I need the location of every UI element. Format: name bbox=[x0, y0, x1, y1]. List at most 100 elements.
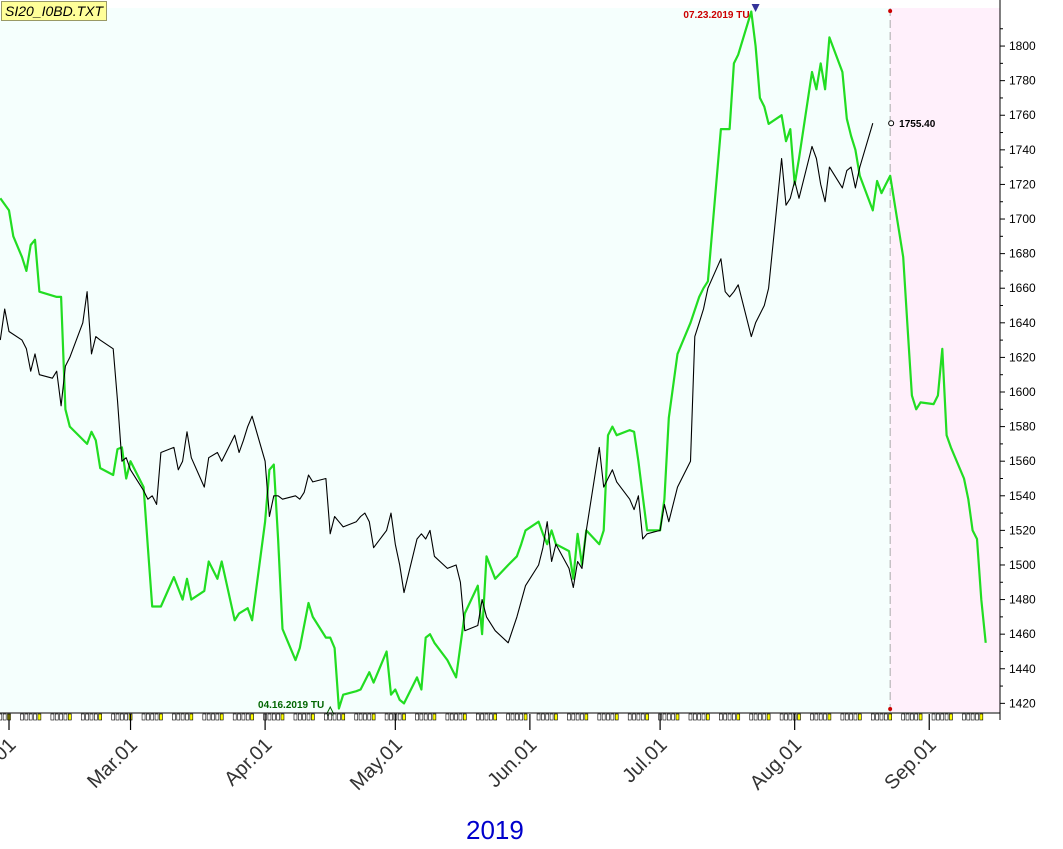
day-tick bbox=[979, 713, 984, 721]
day-tick bbox=[33, 713, 37, 721]
day-tick bbox=[762, 713, 767, 721]
day-tick bbox=[818, 713, 823, 721]
day-tick bbox=[480, 713, 484, 721]
day-tick bbox=[541, 713, 545, 721]
day-tick bbox=[914, 713, 919, 721]
day-tick bbox=[732, 713, 736, 721]
day-tick bbox=[545, 713, 550, 721]
day-tick bbox=[306, 713, 311, 721]
series-line-black bbox=[0, 123, 874, 644]
day-tick bbox=[966, 713, 971, 721]
day-tick bbox=[215, 713, 220, 721]
day-tick bbox=[905, 713, 910, 721]
y-tick-label: 1620 bbox=[1009, 350, 1036, 364]
day-tick bbox=[814, 713, 819, 721]
day-tick bbox=[341, 713, 346, 721]
day-tick bbox=[176, 713, 181, 721]
day-tick bbox=[779, 713, 784, 721]
day-tick bbox=[844, 713, 849, 721]
day-tick bbox=[610, 713, 615, 721]
day-tick bbox=[519, 713, 524, 721]
day-tick bbox=[489, 713, 493, 721]
y-tick-label: 1800 bbox=[1009, 39, 1036, 53]
day-tick bbox=[302, 713, 306, 721]
day-tick bbox=[884, 713, 888, 721]
day-tick bbox=[324, 713, 328, 721]
day-tick bbox=[206, 713, 211, 721]
last-price-marker bbox=[888, 120, 895, 127]
day-tick bbox=[506, 713, 510, 721]
day-tick bbox=[211, 713, 215, 721]
day-tick bbox=[940, 713, 945, 721]
day-tick bbox=[840, 713, 845, 721]
day-tick bbox=[245, 713, 250, 721]
day-tick bbox=[614, 713, 619, 721]
projection-area bbox=[890, 8, 1000, 712]
day-tick bbox=[2, 713, 7, 721]
y-tick-label: 1480 bbox=[1009, 593, 1036, 607]
day-tick bbox=[185, 713, 189, 721]
day-tick bbox=[515, 713, 519, 721]
y-tick-label: 1520 bbox=[1009, 523, 1036, 537]
day-tick bbox=[80, 713, 85, 721]
day-tick bbox=[584, 713, 589, 721]
x-tick-label: Mar.01 bbox=[83, 734, 142, 793]
day-tick bbox=[94, 713, 98, 721]
day-tick bbox=[276, 713, 280, 721]
y-tick-label: 1740 bbox=[1009, 143, 1036, 157]
day-tick bbox=[701, 713, 706, 721]
day-tick bbox=[727, 713, 732, 721]
day-tick bbox=[645, 713, 649, 721]
y-tick-label: 1560 bbox=[1009, 454, 1036, 468]
day-tick bbox=[111, 713, 115, 721]
day-tick bbox=[354, 713, 359, 721]
day-tick bbox=[150, 713, 155, 721]
day-tick bbox=[63, 713, 68, 721]
day-tick bbox=[723, 713, 728, 721]
day-tick bbox=[98, 713, 102, 721]
x-tick-label: Jul.01 bbox=[618, 734, 671, 787]
y-tick-label: 1600 bbox=[1009, 385, 1036, 399]
x-tick-label: Sep.01 bbox=[880, 734, 940, 794]
day-tick bbox=[688, 713, 693, 721]
day-tick bbox=[363, 713, 367, 721]
y-tick-label: 1540 bbox=[1009, 489, 1036, 503]
day-tick bbox=[89, 713, 94, 721]
day-tick bbox=[944, 713, 949, 721]
day-tick bbox=[766, 713, 771, 721]
x-tick-label: Feb.01 bbox=[0, 734, 21, 794]
day-tick bbox=[311, 713, 315, 721]
year-label: 2019 bbox=[466, 815, 524, 845]
day-tick bbox=[415, 713, 419, 721]
y-tick-label: 1780 bbox=[1009, 74, 1036, 88]
day-tick bbox=[879, 713, 884, 721]
day-tick bbox=[849, 713, 853, 721]
y-tick-label: 1440 bbox=[1009, 662, 1036, 676]
day-tick bbox=[823, 713, 827, 721]
day-tick bbox=[115, 713, 120, 721]
x-tick-label: Jun.01 bbox=[483, 734, 541, 792]
day-tick bbox=[901, 713, 905, 721]
day-tick bbox=[719, 713, 723, 721]
day-tick bbox=[402, 713, 406, 721]
plot-background bbox=[0, 8, 1000, 712]
series-layer bbox=[0, 10, 987, 710]
day-tick bbox=[758, 713, 762, 721]
day-tick bbox=[810, 713, 814, 721]
day-tick bbox=[124, 713, 128, 721]
day-tick bbox=[28, 713, 33, 721]
day-tick bbox=[449, 713, 454, 721]
y-tick-label: 1500 bbox=[1009, 558, 1036, 572]
day-tick bbox=[59, 713, 63, 721]
day-tick bbox=[636, 713, 641, 721]
series-line-green bbox=[0, 10, 987, 710]
projection-top-dot bbox=[888, 9, 893, 13]
day-tick bbox=[54, 713, 59, 721]
x-tick-label: May.01 bbox=[346, 734, 407, 795]
day-tick bbox=[936, 713, 940, 721]
day-tick bbox=[706, 713, 710, 721]
day-tick bbox=[671, 713, 675, 721]
x-tick-label: Apr.01 bbox=[220, 734, 276, 790]
day-tick bbox=[970, 713, 975, 721]
